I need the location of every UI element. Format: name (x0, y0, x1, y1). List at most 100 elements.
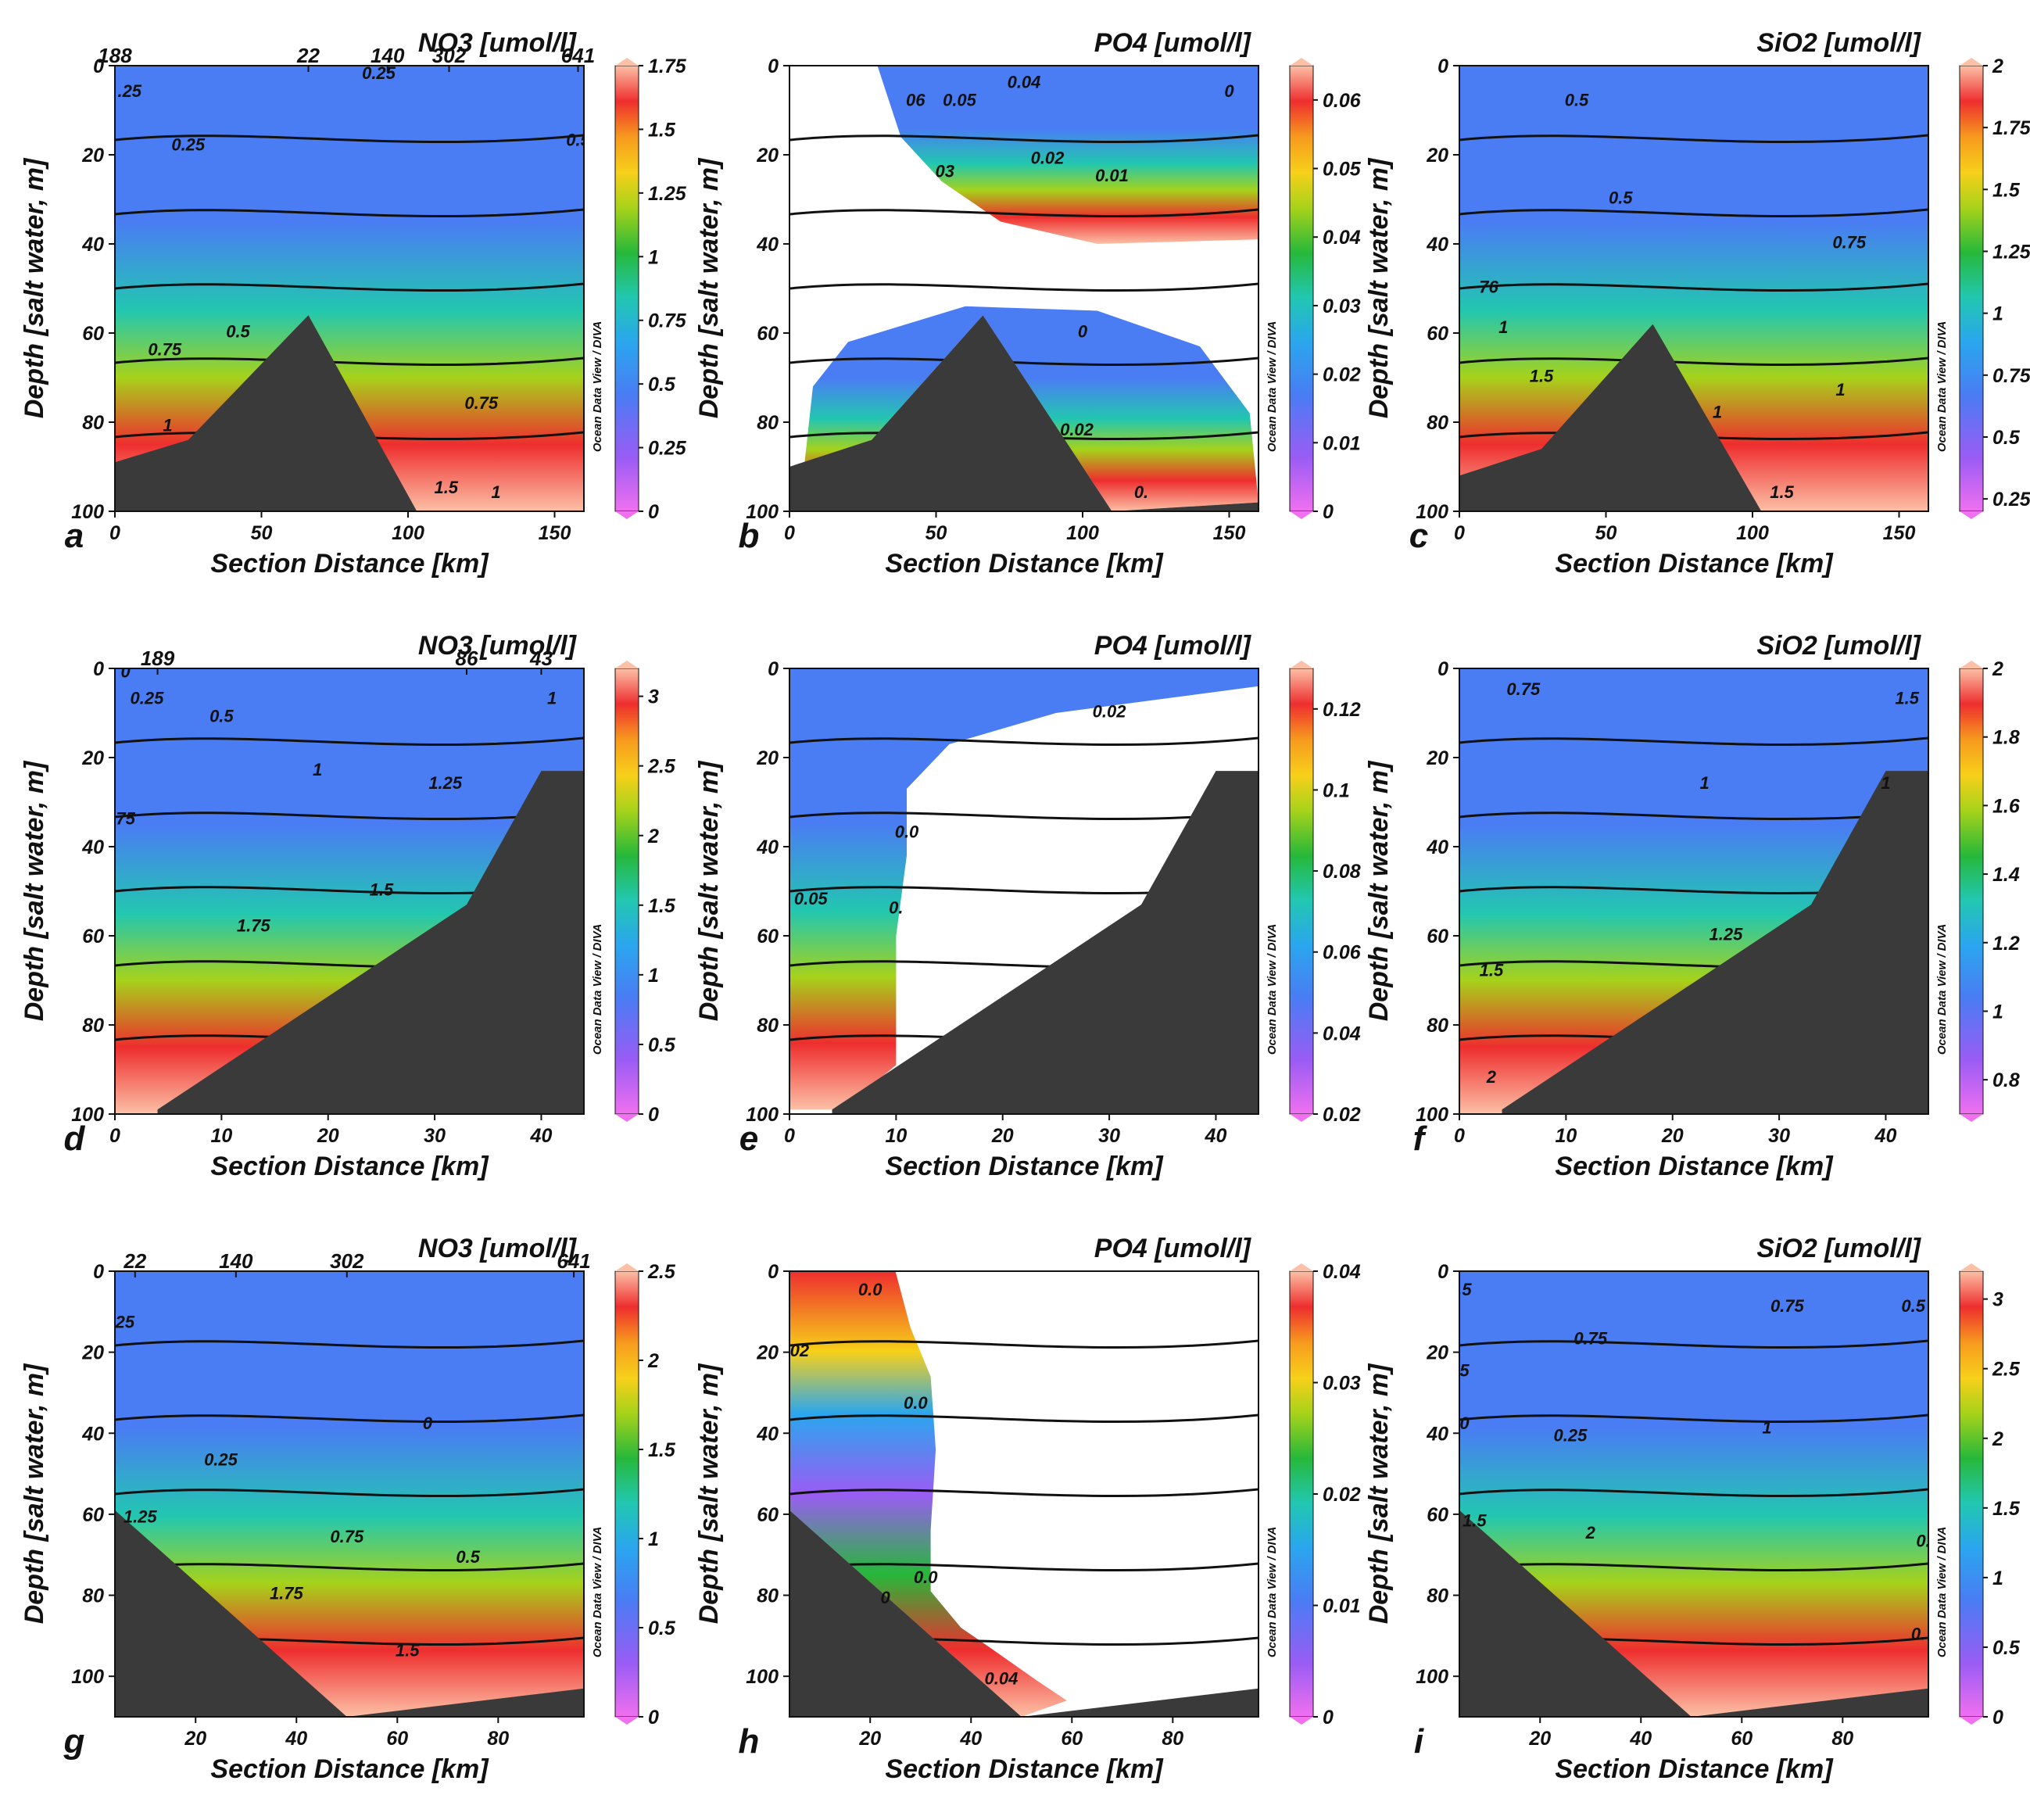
contour-line (115, 1413, 584, 1424)
colorbar-tick-label: 0.5 (1992, 1637, 2021, 1659)
y-tick-label: 60 (757, 1504, 779, 1526)
contour-line (115, 134, 584, 144)
credit-text: Ocean Data View / DIVA (591, 924, 604, 1055)
x-axis-title: Section Distance [km] (885, 1754, 1164, 1784)
plot-frame (114, 1270, 585, 1718)
colorbar-tick-label: 0.03 (1323, 1373, 1361, 1395)
contour-label: 0.75 (1832, 233, 1867, 253)
contour-label: 0. (1134, 482, 1148, 502)
station-label: 641 (561, 44, 595, 67)
x-tick-label: 50 (251, 522, 273, 544)
contour-label: 0. (1916, 1531, 1930, 1550)
y-tick-label: 100 (1416, 1104, 1448, 1126)
y-tick-label: 0 (1437, 56, 1448, 77)
plot-frame (1459, 65, 1929, 512)
y-tick-label: 20 (756, 145, 779, 167)
colorbar-tick-label: 0.01 (1323, 432, 1361, 454)
contour-line (789, 282, 1258, 292)
x-tick-label: 100 (1066, 522, 1099, 544)
colorbar-bottom-arrow (1960, 1114, 1983, 1122)
y-tick-label: 40 (756, 234, 779, 256)
contour-label: 1 (163, 415, 172, 435)
x-tick-label: 0 (1454, 522, 1465, 544)
station-label: 140 (219, 1249, 253, 1273)
y-tick-label: 60 (82, 926, 104, 948)
colorbar-tick-label: 0.75 (648, 310, 687, 332)
x-axis-title: Section Distance [km] (210, 1152, 489, 1181)
contour-label: 0 (423, 1413, 433, 1433)
y-tick-label: 20 (81, 145, 104, 167)
contour-label: 1.25 (1709, 925, 1743, 944)
colorbar-top-arrow (1290, 1263, 1313, 1271)
colorbar-top-arrow (1960, 661, 1983, 668)
plot-frame (114, 65, 585, 512)
colorbar-bottom-arrow (1290, 1717, 1313, 1725)
station-label: 43 (529, 647, 553, 670)
contour-line (1459, 1488, 1928, 1498)
panel-i: .5 0.75 0.75 0.5 5 0 0.25 1 1.5 2 0. 0. SiO2 [umol/l… (1364, 1234, 2021, 1784)
contour-label: 1.75 (270, 1584, 304, 1603)
seafloor-terrain (1459, 1510, 1928, 1717)
x-tick-label: 0 (784, 522, 795, 544)
station-label: 22 (123, 1249, 146, 1273)
panel-a: .25 0.25 0.25 0.5 0.5 0.75 0.75 1 1.5 1 NO3 [umol/… (20, 28, 687, 579)
contour-label: 75 (116, 809, 135, 829)
y-tick-label: 40 (1426, 1423, 1448, 1445)
x-tick-label: 20 (184, 1728, 206, 1750)
colorbar-tick-label: 0.8 (1992, 1069, 2020, 1091)
colorbar-tick-label: 3 (1992, 1289, 2003, 1311)
contour-label: 0.05 (794, 889, 829, 908)
contour-line (115, 811, 584, 821)
x-tick-label: 10 (210, 1125, 232, 1147)
y-tick-label: 20 (1426, 145, 1448, 167)
contour-label: 1.75 (237, 915, 271, 935)
colorbar-bottom-arrow (1960, 511, 1983, 519)
colorbar-tick-label: 0.12 (1323, 699, 1361, 721)
seafloor-terrain (115, 1510, 584, 1717)
contour-label: 1 (1498, 317, 1508, 337)
contour-line (1459, 282, 1928, 292)
colorbar-tick-label: 1 (648, 246, 659, 268)
y-tick-label: 100 (71, 1666, 104, 1688)
contour-label: 76 (1479, 278, 1498, 297)
contour-label: 0.0 (914, 1567, 938, 1587)
contour-label: 0. (889, 898, 903, 918)
contour-label: 1 (491, 482, 500, 502)
panel-title: PO4 [umol/l] (1094, 1234, 1252, 1263)
y-tick-label: 20 (81, 747, 104, 769)
plot-frame (114, 668, 585, 1115)
y-tick-label: 80 (757, 1015, 779, 1037)
contour-line (115, 208, 584, 218)
y-tick-label: 100 (71, 501, 104, 523)
contour-line (1459, 811, 1928, 821)
station-label: 140 (371, 44, 405, 67)
plot-area: 25 0 0.25 1.25 0.75 0.5 1.75 1.5 (115, 1271, 584, 1717)
y-tick-label: 80 (1427, 1015, 1448, 1037)
x-axis-title: Section Distance [km] (885, 549, 1164, 579)
contour-label: 1 (1700, 773, 1710, 793)
y-tick-label: 60 (1427, 1504, 1448, 1526)
y-tick-label: 0 (93, 56, 104, 77)
contour-label: 0.75 (330, 1527, 364, 1546)
colorbar-tick-label: 1.5 (648, 1439, 676, 1461)
panel-title: NO3 [umol/l] (418, 1234, 578, 1263)
x-tick-label: 60 (1731, 1728, 1753, 1750)
colorbar-tick-label: 1.8 (1992, 727, 2020, 749)
y-tick-label: 0 (768, 1261, 779, 1283)
data-field-main (789, 668, 1258, 1110)
contour-line (115, 1488, 584, 1498)
x-tick-label: 0 (1454, 1125, 1465, 1147)
y-tick-label: 0 (768, 658, 779, 680)
colorbar-tick-label: 0.02 (1323, 364, 1361, 386)
y-axis-title: Depth [salt water, m] (694, 760, 724, 1021)
contour-label: 0.04 (1008, 73, 1041, 92)
seafloor-terrain (1459, 324, 1762, 511)
colorbar-tick-label: 2.5 (647, 756, 676, 778)
colorbar-tick-label: 0.75 (1992, 365, 2030, 387)
contour-label: .5 (1457, 1280, 1472, 1299)
x-tick-label: 40 (1874, 1125, 1897, 1147)
panel-letter: g (63, 1722, 85, 1761)
colorbar-tick-label: 1.5 (1992, 1498, 2021, 1520)
plot-area: 0 0.25 0.5 1 1.25 75 1.5 1.75 1 (115, 668, 584, 1114)
credit-text: Ocean Data View / DIVA (1266, 321, 1279, 453)
